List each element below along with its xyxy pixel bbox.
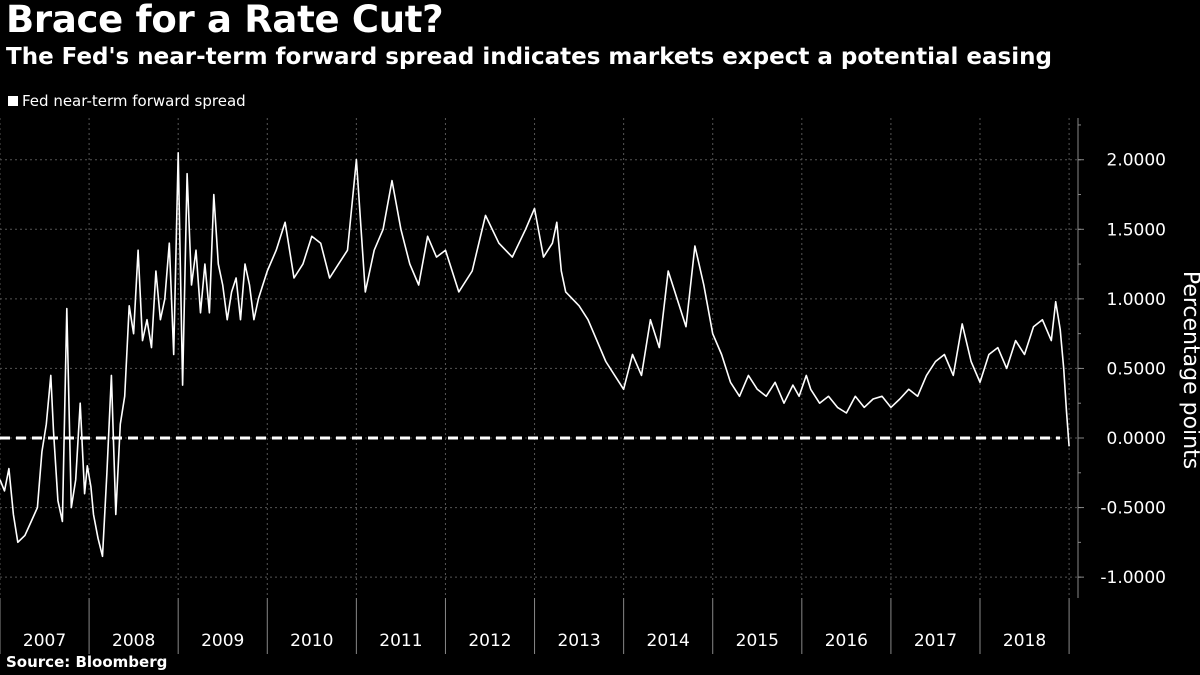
x-tick-label: 2010 — [290, 631, 333, 651]
y-tick-label: 2.0000 — [1107, 151, 1166, 171]
legend-swatch — [8, 96, 18, 106]
x-tick-label: 2008 — [112, 631, 155, 651]
y-tick-label: 0.0000 — [1107, 429, 1166, 449]
y-axis-title: Percentage points — [1178, 271, 1200, 469]
chart-title: Brace for a Rate Cut? — [6, 0, 444, 41]
legend-label: Fed near-term forward spread — [22, 92, 246, 110]
x-tick-label: 2018 — [1003, 631, 1046, 651]
legend: Fed near-term forward spread — [8, 92, 246, 110]
x-tick-label: 2015 — [736, 631, 779, 651]
source-note: Source: Bloomberg — [6, 653, 168, 671]
y-tick-label: -0.5000 — [1100, 499, 1166, 519]
x-tick-label: 2011 — [379, 631, 422, 651]
x-tick-label: 2016 — [825, 631, 868, 651]
x-tick-label: 2007 — [23, 631, 66, 651]
series-line-fed-forward-spread — [0, 152, 1070, 558]
y-tick-label: 0.5000 — [1107, 359, 1166, 379]
y-tick-label: 1.5000 — [1107, 220, 1166, 240]
chart-subtitle: The Fed's near-term forward spread indic… — [6, 44, 1052, 70]
y-tick-label: 1.0000 — [1107, 290, 1166, 310]
x-tick-label: 2013 — [557, 631, 600, 651]
x-tick-label: 2017 — [914, 631, 957, 651]
x-tick-label: 2009 — [201, 631, 244, 651]
y-tick-label: -1.0000 — [1100, 568, 1166, 588]
x-tick-label: 2014 — [647, 631, 690, 651]
x-tick-label: 2012 — [468, 631, 511, 651]
